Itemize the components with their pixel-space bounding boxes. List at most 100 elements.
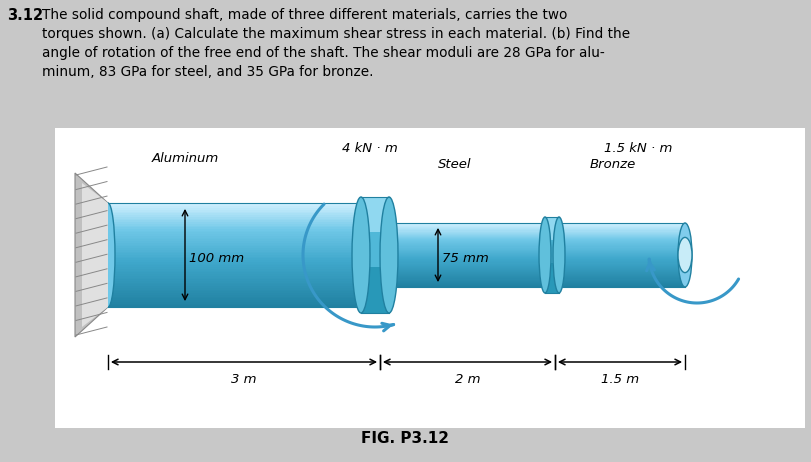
Bar — [555, 263, 685, 265]
Bar — [380, 261, 555, 262]
Polygon shape — [82, 183, 108, 327]
Text: The solid compound shaft, made of three different materials, carries the two
tor: The solid compound shaft, made of three … — [42, 8, 630, 79]
Bar — [108, 257, 380, 258]
Bar — [380, 226, 555, 227]
Bar — [380, 241, 555, 242]
Bar — [108, 212, 380, 213]
Bar — [555, 285, 685, 286]
Bar — [545, 270, 559, 274]
Bar — [545, 259, 559, 262]
Bar — [108, 304, 380, 305]
Bar — [361, 243, 389, 249]
Bar — [555, 274, 685, 275]
Bar — [555, 226, 685, 227]
Bar — [361, 278, 389, 284]
Bar — [380, 231, 555, 232]
Bar — [108, 279, 380, 281]
Bar — [380, 256, 555, 257]
Bar — [108, 298, 380, 300]
Bar — [380, 248, 555, 249]
Bar — [380, 282, 555, 283]
Bar — [361, 197, 389, 203]
Bar — [380, 258, 555, 259]
Bar — [361, 296, 389, 301]
Bar — [108, 272, 380, 274]
Ellipse shape — [678, 223, 692, 287]
Ellipse shape — [380, 197, 398, 313]
Bar — [555, 243, 685, 244]
Bar — [545, 255, 559, 259]
Bar — [108, 297, 380, 298]
Bar — [380, 239, 555, 240]
Text: 3 m: 3 m — [231, 373, 257, 386]
Bar — [108, 262, 380, 264]
Bar — [108, 302, 380, 304]
Bar — [108, 241, 380, 243]
Bar — [555, 268, 685, 269]
Bar — [108, 290, 380, 292]
Bar — [108, 260, 380, 262]
Bar — [545, 262, 559, 267]
Bar — [555, 237, 685, 238]
Bar — [380, 253, 555, 254]
Bar — [108, 251, 380, 253]
Bar — [361, 261, 389, 267]
Bar — [555, 282, 685, 283]
Bar — [108, 203, 380, 205]
Bar — [380, 272, 555, 273]
Bar — [555, 223, 685, 224]
Bar — [380, 245, 555, 246]
Bar — [380, 249, 555, 251]
Bar — [108, 205, 380, 207]
Bar — [555, 236, 685, 237]
Text: 4 kN · m: 4 kN · m — [342, 141, 398, 154]
Bar — [555, 273, 685, 274]
Bar — [380, 240, 555, 241]
Bar — [545, 247, 559, 251]
Bar — [108, 292, 380, 293]
Bar — [380, 283, 555, 284]
Bar — [380, 234, 555, 235]
Bar — [380, 274, 555, 275]
Bar — [555, 225, 685, 226]
Bar — [380, 277, 555, 279]
Bar — [108, 234, 380, 236]
Bar — [361, 237, 389, 243]
Bar — [555, 265, 685, 266]
Bar — [380, 265, 555, 266]
Bar — [380, 275, 555, 276]
Bar — [380, 232, 555, 234]
Bar — [380, 273, 555, 274]
Bar — [545, 251, 559, 255]
Bar — [555, 284, 685, 285]
Bar — [380, 238, 555, 239]
Bar — [380, 270, 555, 271]
Bar — [555, 253, 685, 254]
Bar — [380, 244, 555, 245]
Bar — [380, 223, 555, 224]
Bar — [555, 232, 685, 234]
Bar — [108, 271, 380, 272]
Bar — [108, 285, 380, 286]
Bar — [361, 267, 389, 273]
Bar — [555, 241, 685, 242]
Bar — [545, 232, 559, 236]
Bar — [380, 267, 555, 268]
Bar — [361, 209, 389, 214]
Bar — [108, 236, 380, 237]
Bar — [555, 259, 685, 260]
Bar — [545, 243, 559, 247]
Bar — [108, 255, 380, 257]
Bar — [108, 258, 380, 260]
Bar — [108, 222, 380, 224]
Bar — [108, 276, 380, 278]
Bar — [380, 271, 555, 272]
Ellipse shape — [553, 217, 565, 293]
Bar — [545, 286, 559, 289]
Bar — [555, 262, 685, 263]
Bar — [555, 230, 685, 231]
Bar — [555, 249, 685, 251]
Bar — [545, 217, 559, 293]
Ellipse shape — [101, 203, 115, 307]
Bar — [555, 261, 685, 262]
